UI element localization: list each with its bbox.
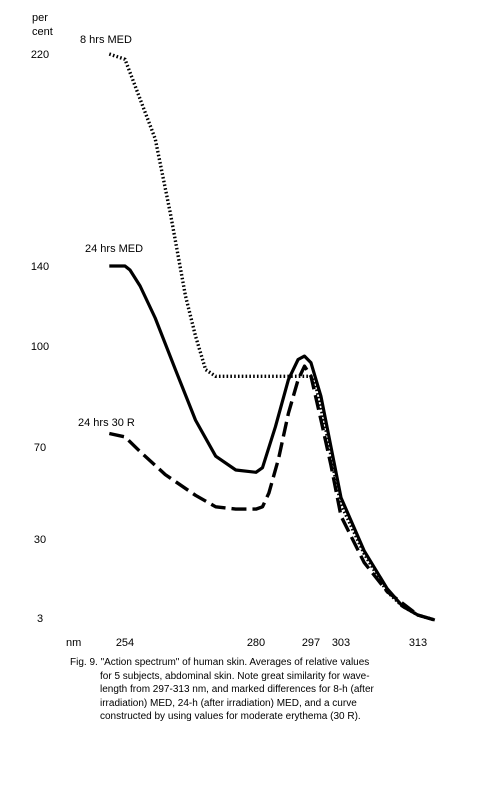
series-label-8-hrs-med: 8 hrs MED bbox=[80, 34, 132, 46]
series-line-8-hrs-med bbox=[108, 52, 436, 622]
x-tick-label-254: 254 bbox=[116, 637, 134, 649]
y-tick-label-30: 30 bbox=[34, 534, 46, 546]
y-unit-label-per: per bbox=[32, 12, 48, 24]
series-label-24-hrs-med: 24 hrs MED bbox=[85, 243, 143, 255]
caption-line-2: for 5 subjects, abdominal skin. Note gre… bbox=[100, 670, 370, 682]
x-tick-label-280: 280 bbox=[247, 637, 265, 649]
x-axis-unit-label: nm bbox=[66, 637, 81, 649]
y-tick-label-140: 140 bbox=[31, 261, 49, 273]
series-label-24-hrs-30-r: 24 hrs 30 R bbox=[78, 417, 135, 429]
x-axis-tick-labels: 254 280 297 303 313 bbox=[116, 637, 427, 649]
y-unit-label-cent: cent bbox=[32, 26, 53, 38]
x-tick-label-303: 303 bbox=[332, 637, 350, 649]
caption-line-4: irradiation) MED, 24-h (after irradiatio… bbox=[100, 697, 357, 709]
y-tick-label-70: 70 bbox=[34, 442, 46, 454]
x-tick-label-297: 297 bbox=[302, 637, 320, 649]
series-labels: 8 hrs MED 24 hrs MED 24 hrs 30 R bbox=[78, 34, 143, 429]
caption-line-1: Fig. 9. "Action spectrum" of human skin.… bbox=[70, 657, 370, 668]
y-tick-label-220: 220 bbox=[31, 49, 49, 61]
y-axis-tick-labels: 220 140 100 70 30 3 bbox=[31, 49, 49, 625]
series-line-24-hrs-med bbox=[109, 264, 436, 622]
y-tick-label-3: 3 bbox=[37, 613, 43, 625]
series-line-24-hrs-30-r bbox=[108, 364, 436, 622]
y-tick-label-100: 100 bbox=[31, 341, 49, 353]
x-unit-label: nm bbox=[66, 637, 81, 649]
x-tick-label-313: 313 bbox=[409, 637, 427, 649]
figure-caption: Fig. 9. "Action spectrum" of human skin.… bbox=[70, 656, 470, 724]
caption-line-3: length from 297-313 nm, and marked diffe… bbox=[100, 684, 374, 695]
series-lines bbox=[108, 52, 436, 622]
y-axis-unit-label: per cent bbox=[32, 12, 53, 38]
caption-line-5: constructed by using values for moderate… bbox=[100, 711, 361, 722]
